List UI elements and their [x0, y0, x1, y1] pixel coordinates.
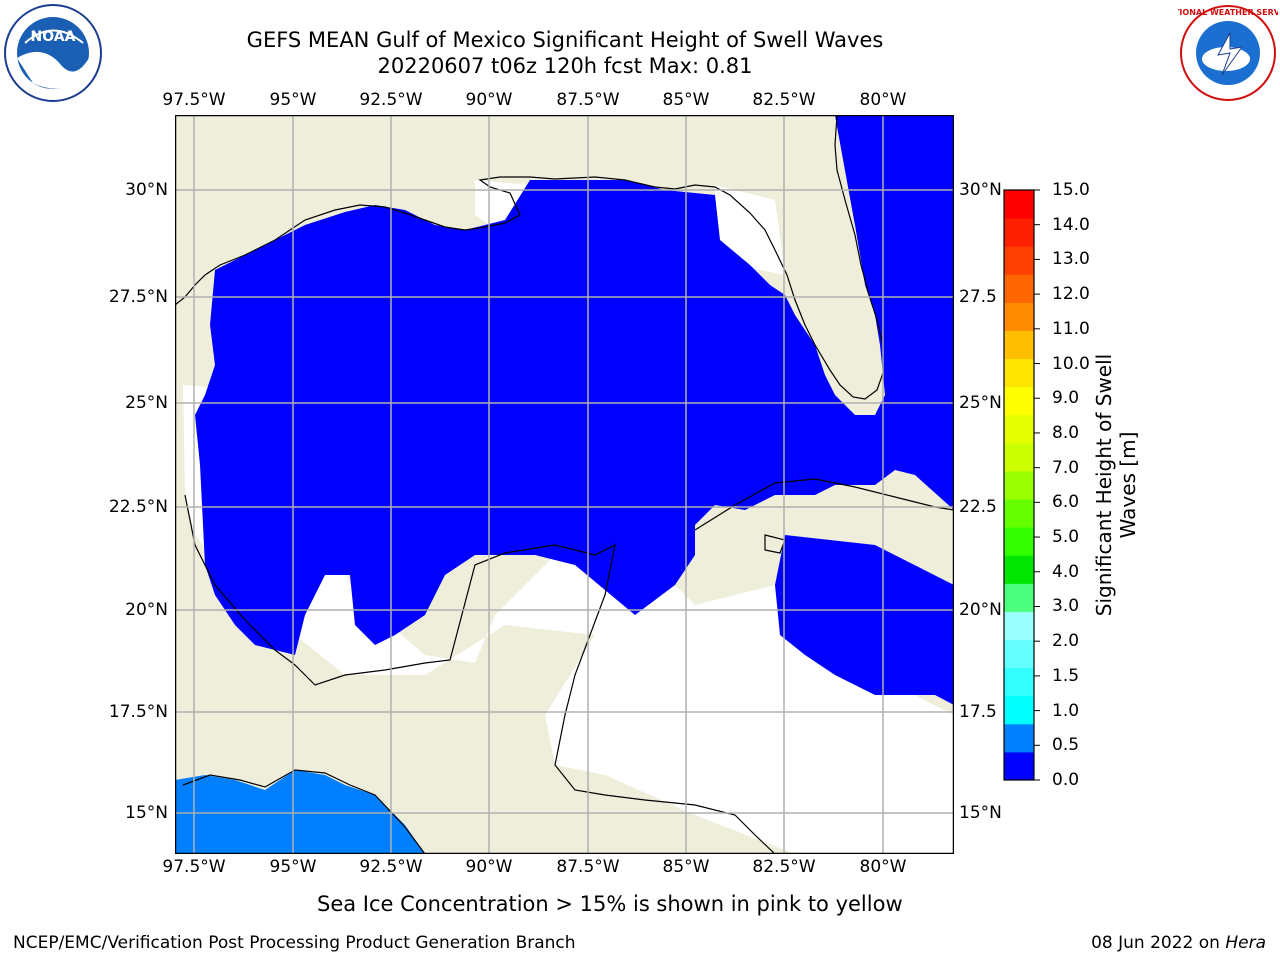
colorbar-tick-label: 13.0 — [1052, 249, 1090, 270]
colorbar-tick-label: 0.5 — [1052, 735, 1080, 756]
colorbar-tick-label: 8.0 — [1052, 422, 1080, 443]
lon-label-top: 97.5°W — [162, 90, 226, 110]
colorbar-segment — [1004, 723, 1034, 753]
lat-label-left: 30°N — [125, 180, 168, 200]
colorbar-segment — [1004, 358, 1034, 388]
lat-label-left: 20°N — [125, 600, 168, 620]
footer-date-text: 08 Jun 2022 on — [1091, 933, 1226, 953]
colorbar-segment — [1004, 555, 1034, 584]
lon-label-top: 95°W — [269, 90, 317, 110]
lon-label-top: 90°W — [465, 90, 513, 110]
graticule — [175, 115, 954, 854]
colorbar-segment — [1004, 470, 1034, 500]
lat-label-left: 17.5°N — [108, 702, 168, 722]
colorbar-segment — [1004, 274, 1034, 303]
swell-height-map — [175, 115, 954, 854]
colorbar-segment — [1004, 414, 1034, 444]
lon-label-bot: 90°W — [465, 857, 513, 877]
colorbar-segment — [1004, 611, 1034, 641]
colorbar-segment — [1004, 695, 1034, 725]
colorbar-tick-label: 5.0 — [1052, 527, 1080, 548]
lat-label-right: 30°N — [959, 180, 1002, 200]
colorbar-segment — [1004, 302, 1034, 331]
colorbar-segment — [1004, 246, 1034, 275]
swell-band-0-0.5-east — [835, 115, 954, 335]
lon-label-bot: 82.5°W — [752, 857, 816, 877]
lat-label-right: 17.5 — [959, 702, 997, 722]
footer-date: 08 Jun 2022 on Hera — [1091, 933, 1266, 953]
colorbar — [1003, 189, 1040, 781]
swell-band-0-0.5 — [195, 115, 954, 655]
colorbar-tick-label: 14.0 — [1052, 214, 1090, 235]
colorbar-segment — [1004, 527, 1034, 556]
footer-host: Hera — [1225, 933, 1266, 953]
colorbar-segment — [1004, 667, 1034, 697]
colorbar-tick-label: 1.5 — [1052, 665, 1080, 686]
colorbar-title: Significant Height of Swell Waves [m] — [1092, 353, 1140, 617]
noaa-logo: NOAA — [4, 4, 102, 102]
colorbar-segment — [1004, 639, 1034, 669]
colorbar-tick-label: 4.0 — [1052, 561, 1080, 582]
nws-logo-text: NATIONAL WEATHER SERVICE — [1178, 8, 1278, 17]
lon-label-bot: 80°W — [859, 857, 907, 877]
lat-label-left: 15°N — [125, 803, 168, 823]
lon-label-top: 82.5°W — [752, 90, 816, 110]
map-frame — [175, 115, 954, 854]
lat-label-right: 20°N — [959, 600, 1002, 620]
lon-label-top: 92.5°W — [359, 90, 423, 110]
lon-label-bot: 95°W — [269, 857, 317, 877]
lon-label-bot: 87.5°W — [556, 857, 620, 877]
colorbar-segment — [1004, 442, 1034, 472]
colorbar-tick-label: 3.0 — [1052, 596, 1080, 617]
colorbar-tick-label: 10.0 — [1052, 353, 1090, 374]
chart-subtitle: 20220607 t06z 120h fcst Max: 0.81 — [377, 54, 753, 78]
colorbar-segment — [1004, 583, 1034, 612]
colorbar-tick-label: 9.0 — [1052, 388, 1080, 409]
lat-label-right: 15°N — [959, 803, 1002, 823]
masked-ocean-areas — [183, 180, 954, 854]
colorbar-segment — [1004, 751, 1034, 781]
colorbar-tick-label: 15.0 — [1052, 180, 1090, 200]
lat-label-right: 22.5 — [959, 497, 997, 517]
colorbar-frame — [1003, 189, 1035, 781]
lat-label-right: 27.5 — [959, 287, 997, 307]
sea-ice-note: Sea Ice Concentration > 15% is shown in … — [317, 892, 903, 916]
lat-label-left: 22.5°N — [108, 497, 168, 517]
colorbar-tick-label: 7.0 — [1052, 457, 1080, 478]
colorbar-tick-label: 6.0 — [1052, 492, 1080, 513]
noaa-logo-text: NOAA — [31, 29, 76, 45]
colorbar-segment — [1004, 218, 1034, 247]
colorbar-segment — [1004, 330, 1034, 360]
lat-label-left: 25°N — [125, 393, 168, 413]
lat-label-left: 27.5°N — [108, 287, 168, 307]
lon-label-top: 80°W — [859, 90, 907, 110]
lat-label-right: 25°N — [959, 393, 1002, 413]
lon-label-top: 87.5°W — [556, 90, 620, 110]
lon-label-top: 85°W — [662, 90, 710, 110]
colorbar-tick-label: 2.0 — [1052, 631, 1080, 652]
swell-band-0-0.5-caribbean — [775, 535, 954, 705]
colorbar-segment — [1004, 499, 1034, 528]
lon-label-bot: 85°W — [662, 857, 710, 877]
chart-title: GEFS MEAN Gulf of Mexico Significant Hei… — [246, 28, 884, 52]
colorbar-tick-label: 1.0 — [1052, 700, 1080, 721]
colorbar-segment — [1004, 386, 1034, 416]
lon-label-bot: 92.5°W — [359, 857, 423, 877]
colorbar-segment — [1004, 190, 1034, 219]
colorbar-tick-label: 12.0 — [1052, 284, 1090, 305]
colorbar-tick-label: 0.0 — [1052, 770, 1080, 790]
colorbar-tick-label: 11.0 — [1052, 318, 1090, 339]
lon-label-bot: 97.5°W — [162, 857, 226, 877]
swell-band-0.5-1.0-pacific — [175, 770, 425, 854]
footer-credit: NCEP/EMC/Verification Post Processing Pr… — [13, 933, 576, 953]
nws-logo: NATIONAL WEATHER SERVICE — [1178, 5, 1278, 101]
